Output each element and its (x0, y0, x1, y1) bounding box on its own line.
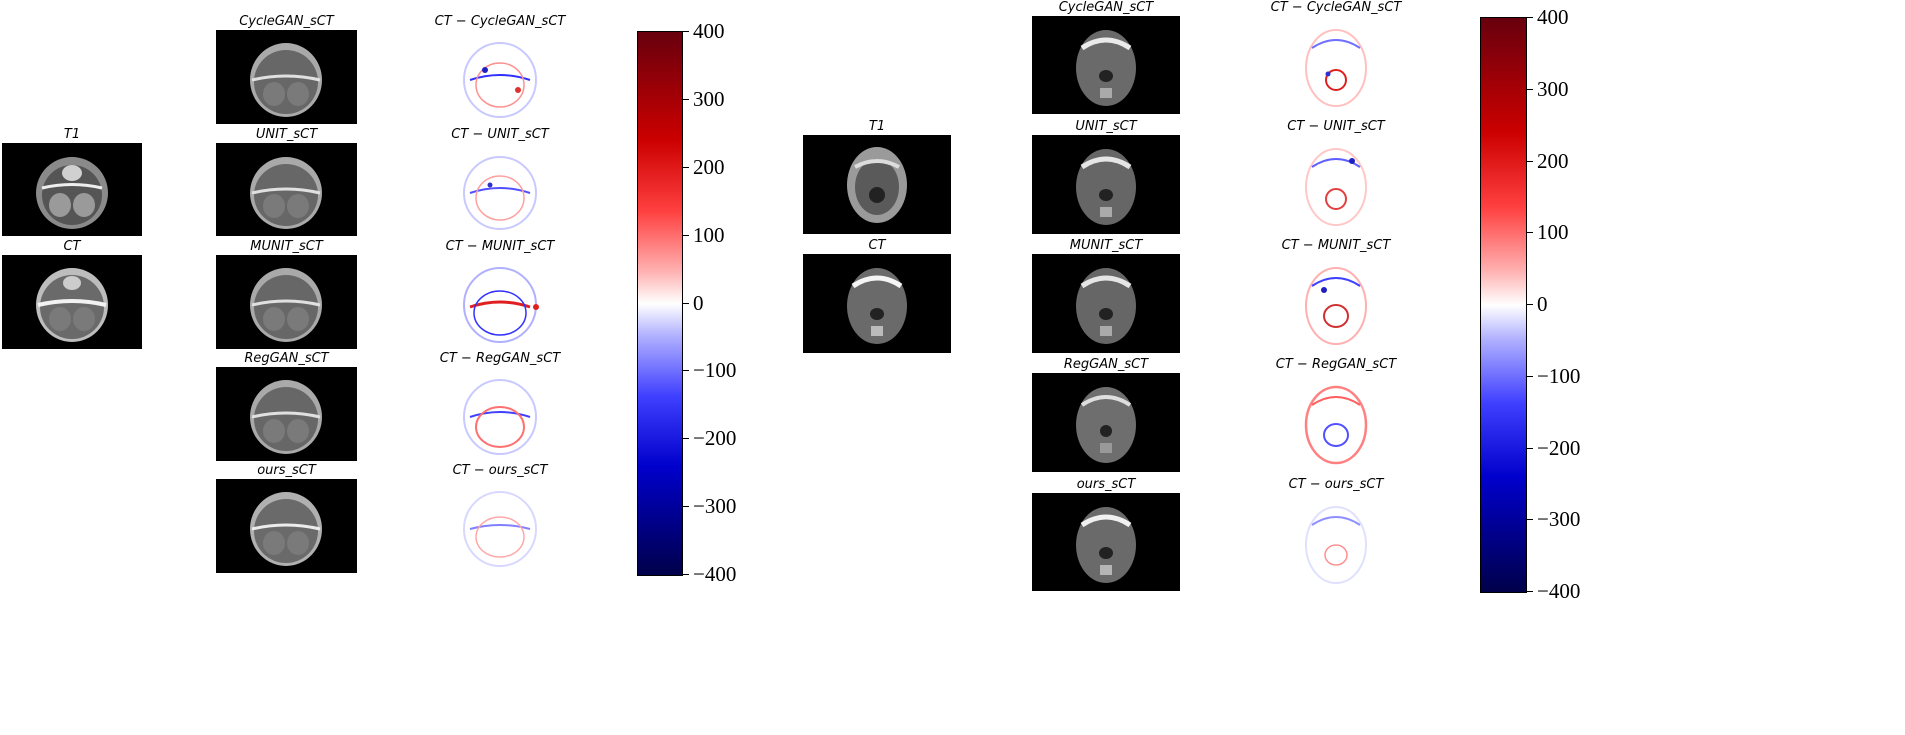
colorbar-tick (682, 303, 689, 304)
colorbar-tick-label: −300 (1537, 507, 1581, 531)
right-t1-label: T1 (868, 119, 886, 134)
colorbar-tick-label: −100 (1537, 364, 1581, 388)
right-diff-label-5: CT − ours_sCT (1288, 477, 1384, 492)
colorbar-tick (1526, 17, 1533, 18)
colorbar-tick (682, 506, 689, 507)
colorbar-tick-label: 300 (693, 87, 725, 111)
colorbar-tick-label: 100 (1537, 220, 1569, 244)
right-diff-label-4: CT − RegGAN_sCT (1275, 357, 1397, 372)
right-sct-image-3 (1032, 254, 1180, 353)
right-sct-label-5: ours_sCT (1076, 477, 1136, 492)
left-sct-image-5 (216, 479, 357, 573)
right-sct-label-3: MUNIT_sCT (1069, 238, 1143, 253)
colorbar-tick-label: −400 (1537, 579, 1581, 603)
left-diff-label-4: CT − RegGAN_sCT (439, 351, 561, 366)
colorbar-tick-label: 400 (1537, 5, 1569, 29)
colorbar-tick-label: −400 (693, 562, 737, 586)
left-diff-label-3: CT − MUNIT_sCT (445, 239, 555, 254)
right-t1-image (803, 135, 951, 234)
colorbar-tick (682, 167, 689, 168)
right-diff-image-4 (1262, 373, 1410, 472)
colorbar-tick-label: 0 (693, 291, 704, 315)
left-sct-image-3 (216, 255, 357, 349)
colorbar-tick (1526, 232, 1533, 233)
left-sct-label-1: CycleGAN_sCT (239, 14, 334, 29)
right-ct-image (803, 254, 951, 353)
right-sct-label-2: UNIT_sCT (1075, 119, 1137, 134)
colorbar-tick (682, 438, 689, 439)
left-t1-label: T1 (63, 127, 81, 142)
colorbar-tick (682, 235, 689, 236)
left-sct-label-2: UNIT_sCT (255, 127, 318, 142)
colorbar-tick (682, 99, 689, 100)
right-sct-image-1 (1032, 16, 1180, 114)
colorbar-tick-label: 200 (693, 155, 725, 179)
colorbar-tick (1526, 89, 1533, 90)
colorbar-tick-label: 100 (693, 223, 725, 247)
left-sct-label-4: RegGAN_sCT (244, 351, 329, 366)
right-sct-image-5 (1032, 493, 1180, 591)
colorbar-tick-label: −200 (1537, 436, 1581, 460)
right-sct-label-4: RegGAN_sCT (1063, 357, 1149, 372)
colorbar-tick (1526, 591, 1533, 592)
right-ct-label: CT (868, 238, 886, 253)
right-diff-image-3 (1262, 254, 1410, 353)
colorbar-tick (682, 370, 689, 371)
right-diff-label-2: CT − UNIT_sCT (1287, 119, 1385, 134)
right-diff-label-1: CT − CycleGAN_sCT (1270, 0, 1402, 15)
left-diff-image-4 (430, 367, 570, 461)
colorbar-tick-label: −200 (693, 426, 737, 450)
right-colorbar (1480, 17, 1527, 593)
left-sct-label-3: MUNIT_sCT (250, 239, 323, 254)
colorbar-tick (1526, 376, 1533, 377)
left-diff-label-5: CT − ours_sCT (452, 463, 548, 478)
right-diff-image-1 (1262, 16, 1410, 114)
left-ct-label: CT (63, 239, 81, 254)
left-t1-image (2, 143, 142, 236)
left-colorbar (637, 31, 683, 576)
left-diff-image-1 (430, 30, 570, 124)
left-sct-image-1 (216, 30, 357, 124)
right-sct-label-1: CycleGAN_sCT (1058, 0, 1154, 15)
colorbar-tick (682, 31, 689, 32)
left-sct-image-2 (216, 143, 357, 236)
right-diff-label-3: CT − MUNIT_sCT (1281, 238, 1391, 253)
left-sct-label-5: ours_sCT (257, 463, 316, 478)
left-diff-image-3 (430, 255, 570, 349)
right-diff-image-5 (1262, 493, 1410, 591)
colorbar-tick-label: −300 (693, 494, 737, 518)
colorbar-tick-label: 200 (1537, 149, 1569, 173)
colorbar-tick-label: 300 (1537, 77, 1569, 101)
colorbar-tick (1526, 161, 1533, 162)
left-diff-label-2: CT − UNIT_sCT (451, 127, 549, 142)
colorbar-tick (1526, 448, 1533, 449)
left-diff-label-1: CT − CycleGAN_sCT (434, 14, 566, 29)
right-sct-image-4 (1032, 373, 1180, 472)
colorbar-tick (1526, 304, 1533, 305)
colorbar-tick-label: 0 (1537, 292, 1548, 316)
colorbar-tick-label: 400 (693, 19, 725, 43)
right-sct-image-2 (1032, 135, 1180, 234)
left-diff-image-5 (430, 479, 570, 573)
colorbar-tick (1526, 519, 1533, 520)
left-ct-image (2, 255, 142, 349)
colorbar-tick (682, 574, 689, 575)
right-diff-image-2 (1262, 135, 1410, 234)
left-sct-image-4 (216, 367, 357, 461)
colorbar-tick-label: −100 (693, 358, 737, 382)
left-diff-image-2 (430, 143, 570, 236)
